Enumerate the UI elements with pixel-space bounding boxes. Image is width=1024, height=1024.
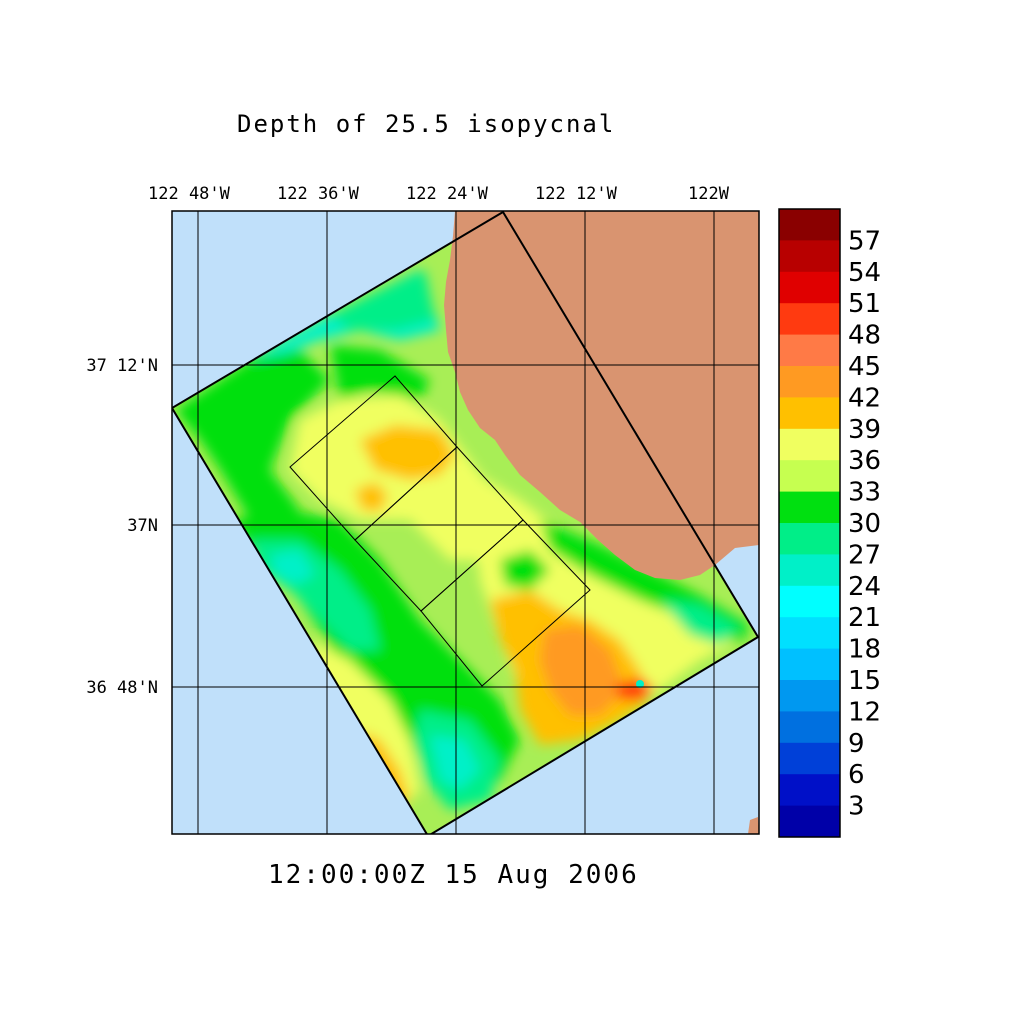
colorbar-tick-label: 3	[848, 792, 865, 822]
colorbar-swatch	[779, 617, 840, 650]
lat-label-37-12n: 37 12'N	[86, 356, 158, 376]
lon-label-122w: 122W	[688, 184, 730, 204]
colorbar-swatch	[779, 334, 840, 367]
colorbar-tick-label: 9	[848, 729, 865, 759]
colorbar-tick-label: 48	[848, 321, 881, 351]
field-contour-green-center	[500, 550, 550, 590]
colorbar-swatch	[779, 648, 840, 681]
colorbar-swatch	[779, 554, 840, 587]
field-contour-green-blob	[395, 640, 435, 680]
field-contour-orange-small	[355, 482, 388, 512]
lon-label-122-36w: 122 36'W	[277, 184, 360, 204]
colorbar-tick-label: 15	[848, 666, 881, 696]
nested-grid-boxes	[289, 375, 591, 687]
colorbar-swatch	[779, 523, 840, 555]
map-plot-area	[172, 211, 759, 834]
field-contour-green-mid	[330, 345, 430, 400]
colorbar-tick-label: 51	[848, 289, 881, 319]
colorbar-swatch	[779, 460, 840, 493]
colorbar-frame	[778, 208, 841, 838]
colorbar-swatch	[779, 805, 840, 838]
colorbar-swatch	[779, 303, 840, 336]
field-contour-deep-orange-se	[540, 625, 625, 715]
colorbar-tick-label: 30	[848, 509, 881, 539]
field-contour-cyan-west	[270, 550, 315, 585]
lon-label-122-24w: 122 24'W	[406, 184, 489, 204]
field-contour-orange-north	[360, 425, 455, 480]
land-coast	[444, 211, 759, 580]
colorbar-swatch	[779, 774, 840, 807]
lon-label-122-48w: 122 48'W	[148, 184, 231, 204]
colorbar-tick-label: 6	[848, 760, 865, 790]
graticule	[172, 211, 759, 834]
colorbar-tick-label: 33	[848, 478, 881, 508]
colorbar-tick-label: 42	[848, 383, 881, 413]
colorbar-tick-label: 39	[848, 415, 881, 445]
colorbar-swatch	[779, 428, 840, 461]
land-islet	[748, 817, 759, 834]
colorbar-tick-label: 57	[848, 226, 881, 256]
colorbar-tick-label: 45	[848, 352, 881, 382]
colorbar-swatch	[779, 742, 840, 775]
plot-frame	[171, 210, 760, 835]
colorbar-swatch	[779, 711, 840, 744]
field-contour-teal-north	[330, 270, 435, 330]
colorbar-swatch	[779, 491, 840, 524]
field-spot-cyan	[636, 680, 644, 688]
colorbar-swatch	[779, 271, 840, 304]
colorbar-swatch	[779, 209, 840, 241]
colorbar-swatch	[779, 585, 840, 618]
lat-label-36-48n: 36 48'N	[86, 678, 158, 698]
colorbar-tick-label: 36	[848, 446, 881, 476]
model-domain-outline	[172, 211, 759, 834]
colorbar-swatch	[779, 240, 840, 273]
lon-label-122-12w: 122 12'W	[535, 184, 618, 204]
colorbar-swatch	[779, 397, 840, 430]
colorbar-tick-label: 18	[848, 635, 881, 665]
colorbar-tick-label: 12	[848, 697, 881, 727]
timestamp-label: 12:00:00Z 15 Aug 2006	[268, 860, 639, 890]
lat-label-37n: 37N	[127, 516, 158, 536]
colorbar-swatch	[779, 680, 840, 712]
field-contour-cyan-south	[430, 735, 480, 790]
field-contour-green-west	[175, 350, 330, 520]
colorbar-tick-label: 54	[848, 258, 881, 288]
colorbar-tick-label: 27	[848, 540, 881, 570]
plot-title: Depth of 25.5 isopycnal	[237, 110, 615, 138]
field-contour-teal-coast	[660, 600, 740, 645]
colorbar-tick-label: 24	[848, 572, 881, 602]
colorbar-swatch	[779, 366, 840, 398]
field-contour-red-hotspot	[615, 678, 655, 700]
colorbar-tick-label: 21	[848, 603, 881, 633]
